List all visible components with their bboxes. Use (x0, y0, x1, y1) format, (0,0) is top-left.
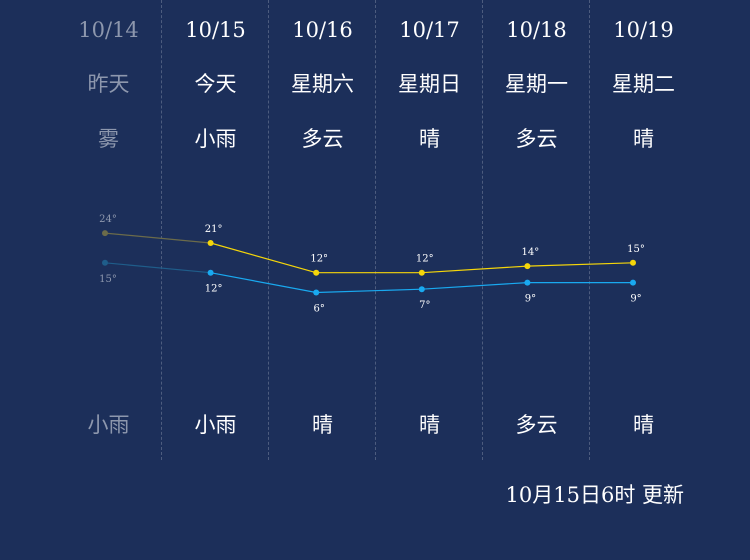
high-temp-line-segment (527, 262, 634, 267)
high-temp-point (630, 259, 636, 266)
update-time: 10月15日6时 更新 (505, 483, 684, 507)
day-column: 10/16 星期六多云晴 (269, 0, 376, 460)
high-temp-line-segment (104, 232, 211, 244)
low-temp-label: 7° (419, 300, 430, 311)
day-weekday: 今天 (194, 72, 237, 96)
day-weekday: 星期日 (398, 72, 461, 96)
high-temp-label: 15° (627, 244, 645, 255)
day-weather-text: 晴 (419, 127, 440, 151)
low-temp-line-segment (316, 288, 422, 294)
high-temp-point (313, 269, 320, 276)
day-date: 10/14 (78, 18, 139, 42)
day-date: 10/17 (399, 18, 460, 42)
column-divider (482, 0, 483, 460)
night-weather-text: 小雨 (194, 413, 237, 437)
high-temp-label: 14° (522, 247, 540, 258)
low-temp-label: 9° (525, 294, 536, 305)
column-divider (161, 0, 162, 460)
low-temp-label: 6° (314, 304, 325, 315)
night-weather-text: 多云 (515, 413, 558, 437)
night-weather-text: 小雨 (87, 413, 130, 437)
low-temp-label: 9° (630, 294, 641, 305)
low-temp-line-segment (421, 282, 528, 290)
day-weather-text: 小雨 (194, 127, 237, 151)
night-weather-text: 晴 (633, 413, 654, 437)
low-temp-line-segment (210, 272, 317, 294)
day-date: 10/16 (292, 18, 353, 42)
day-date: 10/15 (185, 18, 246, 42)
day-weekday: 星期二 (612, 72, 675, 96)
day-date: 10/19 (613, 18, 674, 42)
high-temp-line-segment (210, 242, 317, 274)
day-column: 10/14 昨天雾小雨 (55, 0, 162, 460)
high-temp-point (418, 269, 425, 276)
high-temp-label: 24° (99, 214, 117, 225)
low-temp-line-segment (104, 262, 211, 274)
low-temp-point (207, 269, 214, 276)
low-temp-point (630, 279, 636, 286)
day-weather-text: 多云 (515, 127, 558, 151)
low-temp-point (524, 279, 531, 286)
low-temp-point (313, 289, 320, 296)
low-temp-label: 12° (205, 284, 223, 295)
high-temp-label: 21° (205, 224, 223, 235)
high-temp-line-segment (421, 265, 528, 274)
day-weekday: 昨天 (87, 72, 130, 96)
day-weather-text: 多云 (301, 127, 344, 151)
high-temp-point (207, 240, 214, 246)
high-temp-label: 12° (416, 254, 434, 265)
column-divider (375, 0, 376, 460)
day-weekday: 星期六 (291, 72, 354, 96)
day-weather-text: 雾 (98, 127, 119, 151)
high-temp-point (102, 230, 108, 237)
day-column: 10/18 星期一 多云 多云 (483, 0, 590, 460)
temperature-chart: 24° 21° 12° 12° 14° 15° 15° 12° 6° 7° 9° 9° (99, 214, 645, 315)
forecast-table: 10/14 昨天雾小雨 10/15 今天 小雨 小雨 10/16 星期六 多云晴 10/17 星期日… (55, 0, 697, 460)
column-divider (268, 0, 269, 460)
day-column: 10/15 今天 小雨 小雨 (162, 0, 269, 460)
day-date: 10/18 (506, 18, 567, 42)
night-weather-text: 晴 (419, 413, 440, 437)
low-temp-point (418, 286, 425, 293)
low-temp-point (102, 259, 108, 266)
night-weather-text: 晴 (312, 413, 333, 437)
column-divider (589, 0, 590, 460)
day-weather-text: 晴 (633, 127, 654, 151)
high-temp-label: 12° (310, 254, 328, 265)
low-temp-label: 15° (99, 274, 117, 285)
high-temp-point (524, 263, 531, 270)
day-column: 10/17 星期日晴晴 (376, 0, 483, 460)
day-weekday: 星期一 (505, 72, 568, 96)
day-column: 10/19 星期二晴晴 (590, 0, 697, 460)
